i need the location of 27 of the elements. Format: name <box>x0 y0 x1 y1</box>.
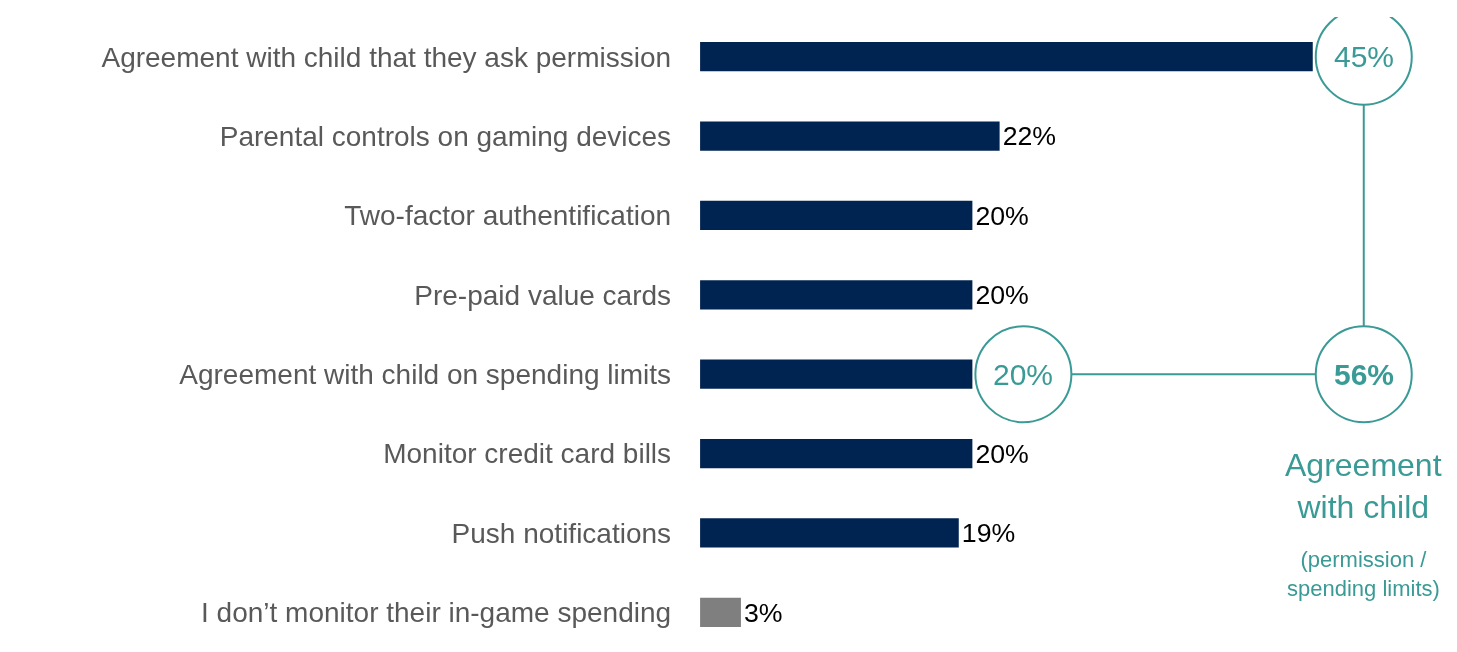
annotation: (permission / spending limits) <box>1287 547 1440 601</box>
data-label: 20% <box>975 200 1029 231</box>
annotation: 20% <box>993 358 1054 391</box>
annotation: 45% <box>1334 40 1395 73</box>
bar <box>700 121 1000 151</box>
bar <box>700 518 959 548</box>
bar <box>700 280 973 310</box>
data-label: 20% <box>975 438 1029 469</box>
y-tick-label: I don’t monitor their in-game spending <box>201 597 672 629</box>
bar <box>700 597 741 627</box>
y-tick-label: Push notifications <box>451 517 672 549</box>
bar <box>700 42 1313 72</box>
bar <box>700 438 973 469</box>
y-tick-label: Two-factor authentification <box>344 200 672 232</box>
data-label: 19% <box>961 518 1016 549</box>
data-label: 20% <box>975 280 1029 311</box>
y-tick-label: Monitor credit card bills <box>383 438 672 470</box>
y-tick-label: Pre-paid value cards <box>414 279 672 311</box>
y-tick-label: Agreement with child that they ask permission <box>101 41 672 73</box>
bar <box>700 200 973 231</box>
y-tick-label: Agreement with child on spending limits <box>179 358 672 390</box>
data-label: 22% <box>1002 121 1057 152</box>
text: 56% <box>1334 358 1395 391</box>
bar <box>700 359 973 389</box>
y-tick-label: Parental controls on gaming devices <box>219 120 672 152</box>
data-label: 3% <box>743 597 783 628</box>
annotation: Agreement with child <box>1285 447 1442 525</box>
